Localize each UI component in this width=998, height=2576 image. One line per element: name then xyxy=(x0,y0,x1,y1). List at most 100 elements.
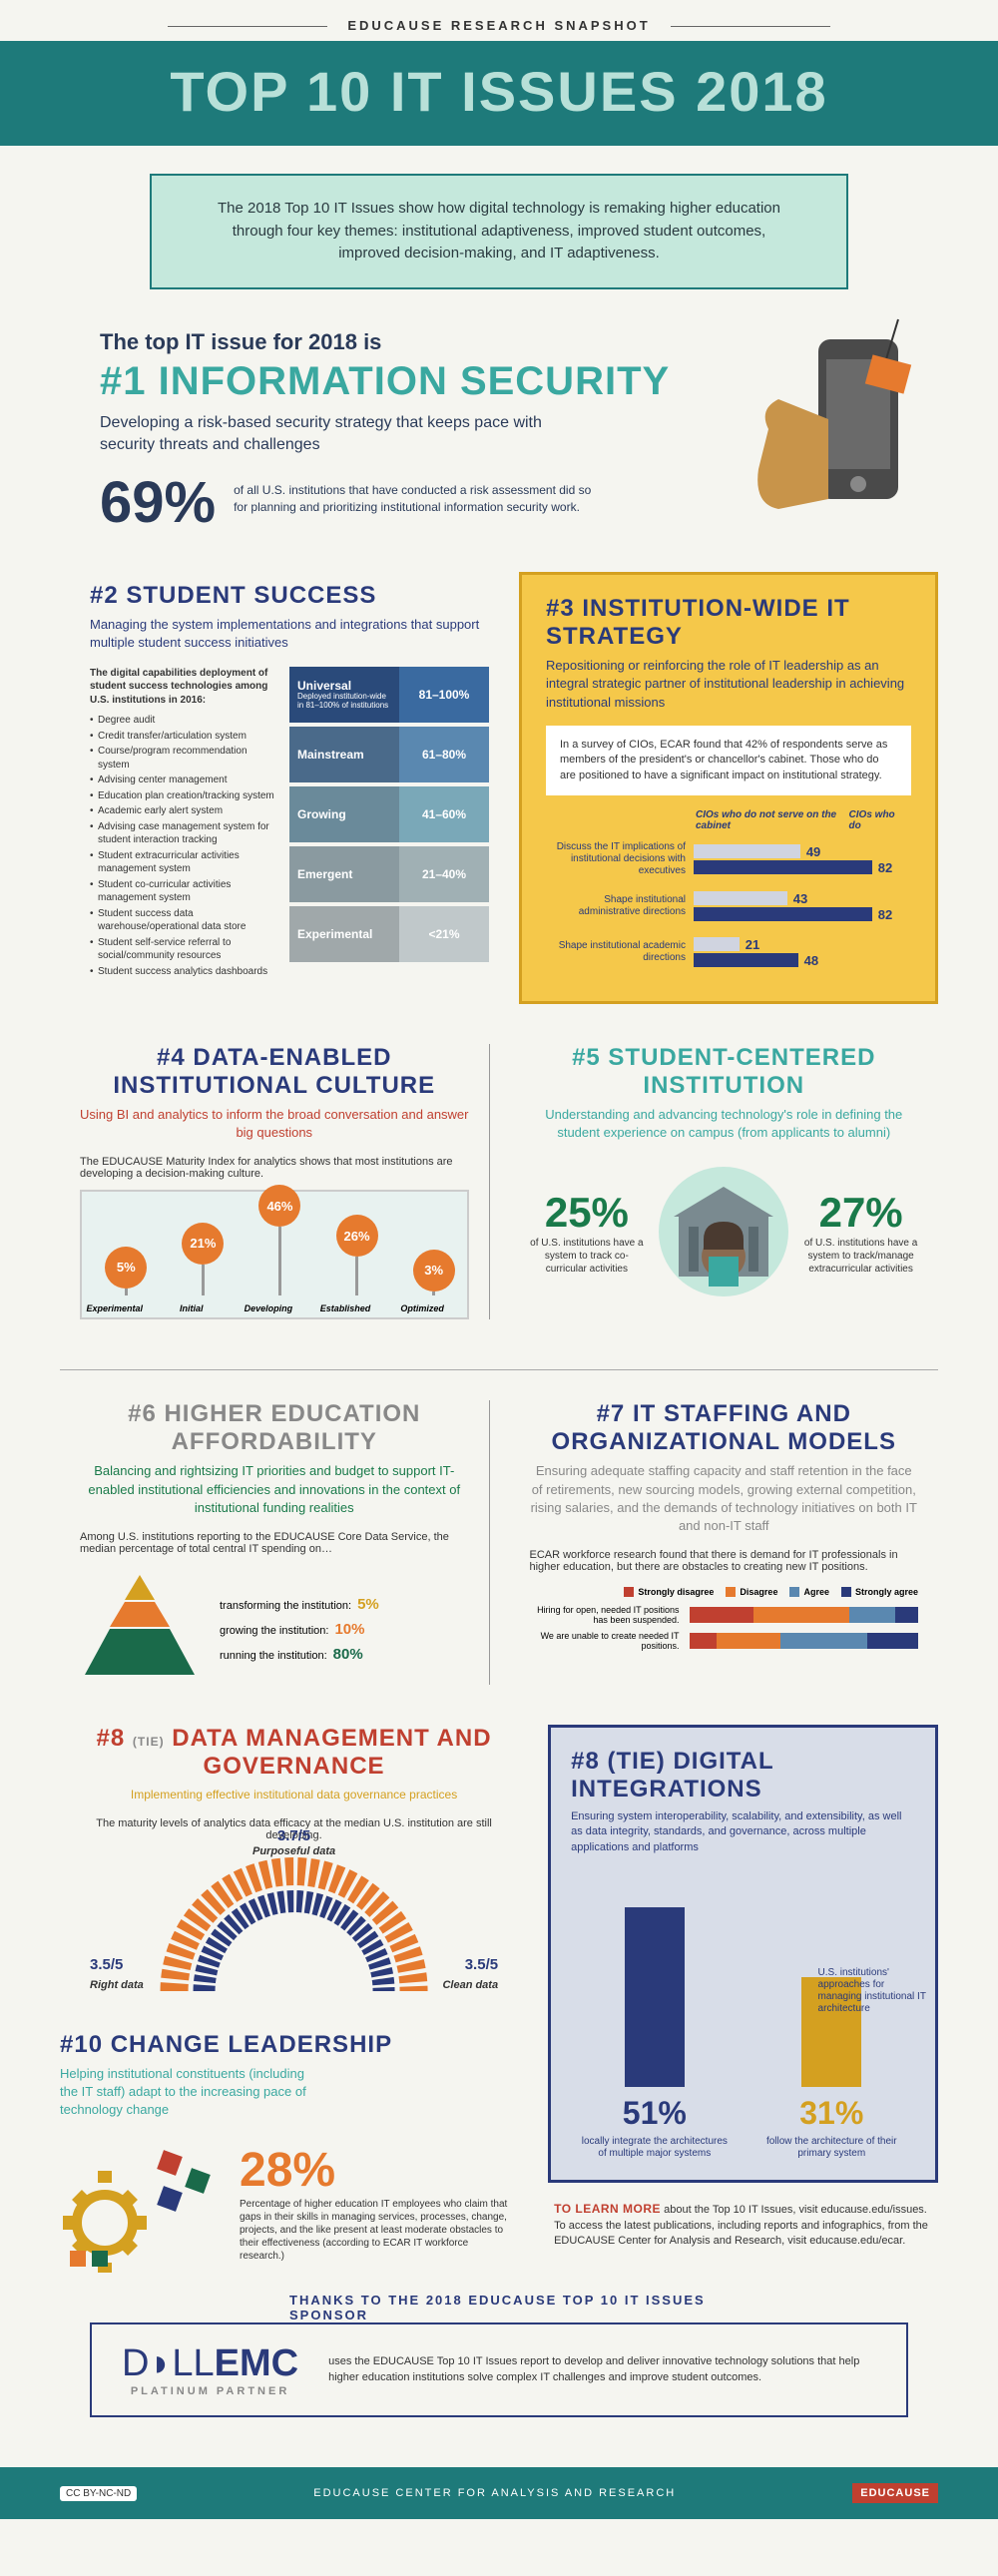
issue7-row: Hiring for open, needed IT positions has… xyxy=(530,1605,919,1625)
pyramid-row: growing the institution:10% xyxy=(220,1621,379,1638)
issue9-lbl-2: follow the architecture of their primary… xyxy=(758,2136,905,2160)
footer-center: EDUCAUSE CENTER FOR ANALYSIS AND RESEARC… xyxy=(313,2487,676,2499)
maturity-col: 46% xyxy=(254,1185,304,1295)
issue-1: The top IT issue for 2018 is #1 INFORMAT… xyxy=(60,319,938,553)
deploy-level: Growing41–60% xyxy=(289,786,489,842)
issue5-stat1-text: of U.S. institutions have a system to tr… xyxy=(530,1237,645,1276)
issue4-note: The EDUCAUSE Maturity Index for analytic… xyxy=(80,1156,469,1180)
issue-6: #6 HIGHER EDUCATION AFFORDABILITY Balanc… xyxy=(60,1400,490,1685)
sponsor-thanks: THANKS TO THE 2018 EDUCAUSE TOP 10 IT IS… xyxy=(279,2293,719,2322)
issue-5: #5 STUDENT-CENTERED INSTITUTION Understa… xyxy=(510,1044,939,1319)
maturity-col: 26% xyxy=(332,1215,382,1295)
legend-item: Strongly disagree xyxy=(624,1587,714,1597)
issue7-note: ECAR workforce research found that there… xyxy=(530,1549,919,1573)
maturity-label: Established xyxy=(305,1303,385,1313)
issue2-bullet: Student success data warehouse/operation… xyxy=(90,906,279,935)
deployment-chart: UniversalDeployed institution-wide in 81… xyxy=(289,667,489,980)
issue3-row: Shape institutional academic directions … xyxy=(546,935,911,969)
learn-more-lead: TO LEARN MORE xyxy=(554,2202,661,2216)
issue8-sub: Implementing effective institutional dat… xyxy=(70,1787,518,1803)
issue2-bullet: Advising center management xyxy=(90,773,279,788)
issue-3: #3 INSTITUTION-WIDE IT STRATEGY Repositi… xyxy=(519,572,938,1004)
maturity-chart: 5%Experimental21%Initial46%Developing26%… xyxy=(80,1190,469,1319)
issue9-lbl-1: locally integrate the architectures of m… xyxy=(581,2136,728,2160)
issue10-sub: Helping institutional constituents (incl… xyxy=(60,2065,309,2120)
issue2-bullet: Course/program recommendation system xyxy=(90,744,279,773)
issue5-sub: Understanding and advancing technology's… xyxy=(530,1106,919,1142)
header-eyebrow: EDUCAUSE RESEARCH SNAPSHOT xyxy=(0,0,998,41)
issue1-lead: The top IT issue for 2018 is xyxy=(100,329,679,355)
issue3-legend-left: CIOs who do not serve on the cabinet xyxy=(696,809,849,831)
issue9-title: #8 (TIE) DIGITAL INTEGRATIONS xyxy=(571,1748,915,1803)
issue2-bullet: Degree audit xyxy=(90,713,279,729)
sponsor-text: uses the EDUCAUSE Top 10 IT Issues repor… xyxy=(328,2354,876,2385)
issue10-title: #10 CHANGE LEADERSHIP xyxy=(60,2031,528,2059)
issue2-title: #2 STUDENT SUCCESS xyxy=(90,582,489,610)
issue5-stat1-pct: 25% xyxy=(530,1189,645,1237)
maturity-label: Optimized xyxy=(382,1303,462,1313)
issue-2: #2 STUDENT SUCCESS Managing the system i… xyxy=(60,572,499,1004)
issue8-title: #8 (TIE) DATA MANAGEMENT AND GOVERNANCE xyxy=(70,1725,518,1781)
issue3-note: In a survey of CIOs, ECAR found that 42%… xyxy=(546,726,911,795)
issue3-title: #3 INSTITUTION-WIDE IT STRATEGY xyxy=(546,595,911,651)
maturity-col: 21% xyxy=(178,1223,228,1296)
issue6-note: Among U.S. institutions reporting to the… xyxy=(80,1531,469,1555)
maturity-col: 3% xyxy=(409,1250,459,1296)
deploy-level: UniversalDeployed institution-wide in 81… xyxy=(289,667,489,723)
pyramid-row: transforming the institution:5% xyxy=(220,1596,379,1613)
title-bar: TOP 10 IT ISSUES 2018 xyxy=(0,41,998,146)
issue7-sub: Ensuring adequate staffing capacity and … xyxy=(530,1462,919,1535)
issue3-row: Discuss the IT implications of instituti… xyxy=(546,841,911,877)
issue3-row: Shape institutional administrative direc… xyxy=(546,889,911,923)
issue4-sub: Using BI and analytics to inform the bro… xyxy=(80,1106,469,1142)
pyramid-labels: transforming the institution:5% growing t… xyxy=(220,1588,379,1671)
issue-9: #8 (TIE) DIGITAL INTEGRATIONS Ensuring s… xyxy=(548,1725,938,2183)
issue6-sub: Balancing and rightsizing IT priorities … xyxy=(80,1462,469,1517)
learn-more: TO LEARN MORE about the Top 10 IT Issues… xyxy=(548,2201,938,2249)
issue2-bullet-list: Degree auditCredit transfer/articulation… xyxy=(90,713,279,979)
gauge-chart: Purposeful data 3.7/5 Right data 3.5/5 C… xyxy=(70,1851,518,2001)
issue2-bullet: Student success analytics dashboards xyxy=(90,964,279,980)
pyramid-row: running the institution:80% xyxy=(220,1646,379,1663)
issue2-bullet: Student extracurricular activities manag… xyxy=(90,848,279,877)
issue9-pct-1: 51% xyxy=(581,2095,728,2132)
legend-item: Disagree xyxy=(726,1587,777,1597)
intro-box: The 2018 Top 10 IT Issues show how digit… xyxy=(150,174,848,289)
sponsor-box: D◗LLEMC PLATINUM PARTNER uses the EDUCAU… xyxy=(90,2322,908,2417)
deploy-level: Mainstream61–80% xyxy=(289,727,489,782)
issue2-bullet: Student co-curricular activities managem… xyxy=(90,877,279,906)
gears-icon xyxy=(60,2133,220,2273)
maturity-col: 5% xyxy=(101,1247,151,1296)
sponsor-logo: D◗LLEMC PLATINUM PARTNER xyxy=(122,2342,298,2397)
issue1-name: #1 INFORMATION SECURITY xyxy=(100,359,679,404)
issue5-title: #5 STUDENT-CENTERED INSTITUTION xyxy=(530,1044,919,1100)
issue7-title: #7 IT STAFFING AND ORGANIZATIONAL MODELS xyxy=(530,1400,919,1456)
issue2-bullet: Credit transfer/articulation system xyxy=(90,729,279,745)
issue9-bar-1 xyxy=(625,1907,685,2087)
issue1-stat-num: 69% xyxy=(100,474,216,532)
issue5-stat2-text: of U.S. institutions have a system to tr… xyxy=(803,1237,918,1276)
issue4-title: #4 DATA-ENABLED INSTITUTIONAL CULTURE xyxy=(80,1044,469,1100)
issue3-legend-right: CIOs who do xyxy=(849,809,901,831)
issue9-sidenote: U.S. institutions' approaches for managi… xyxy=(818,1967,928,2015)
issue-7: #7 IT STAFFING AND ORGANIZATIONAL MODELS… xyxy=(510,1400,939,1685)
issue5-stat2-pct: 27% xyxy=(803,1189,918,1237)
issue2-sub: Managing the system implementations and … xyxy=(90,616,489,652)
issue9-chart: U.S. institutions' approaches for managi… xyxy=(581,1875,905,2095)
maturity-label: Experimental xyxy=(75,1303,155,1313)
issue1-stat-text: of all U.S. institutions that have condu… xyxy=(234,474,593,516)
cc-badge: CC BY-NC-ND xyxy=(60,2486,137,2501)
phone-hand-icon xyxy=(669,309,928,549)
main-title: TOP 10 IT ISSUES 2018 xyxy=(0,59,998,124)
issue-8: #8 (TIE) DATA MANAGEMENT AND GOVERNANCE … xyxy=(60,1725,528,2001)
issue7-legend: Strongly disagreeDisagreeAgreeStrongly a… xyxy=(530,1587,919,1597)
deploy-level: Experimental<21% xyxy=(289,906,489,962)
issue-10: #10 CHANGE LEADERSHIP Helping institutio… xyxy=(60,2031,528,2274)
maturity-label: Developing xyxy=(229,1303,308,1313)
issue7-row: We are unable to create needed IT positi… xyxy=(530,1631,919,1651)
issue6-title: #6 HIGHER EDUCATION AFFORDABILITY xyxy=(80,1400,469,1456)
legend-item: Agree xyxy=(789,1587,829,1597)
issue9-sub: Ensuring system interoperability, scalab… xyxy=(571,1809,915,1855)
pyramid-icon xyxy=(80,1575,200,1685)
issue2-left-heading: The digital capabilities deployment of s… xyxy=(90,667,279,708)
